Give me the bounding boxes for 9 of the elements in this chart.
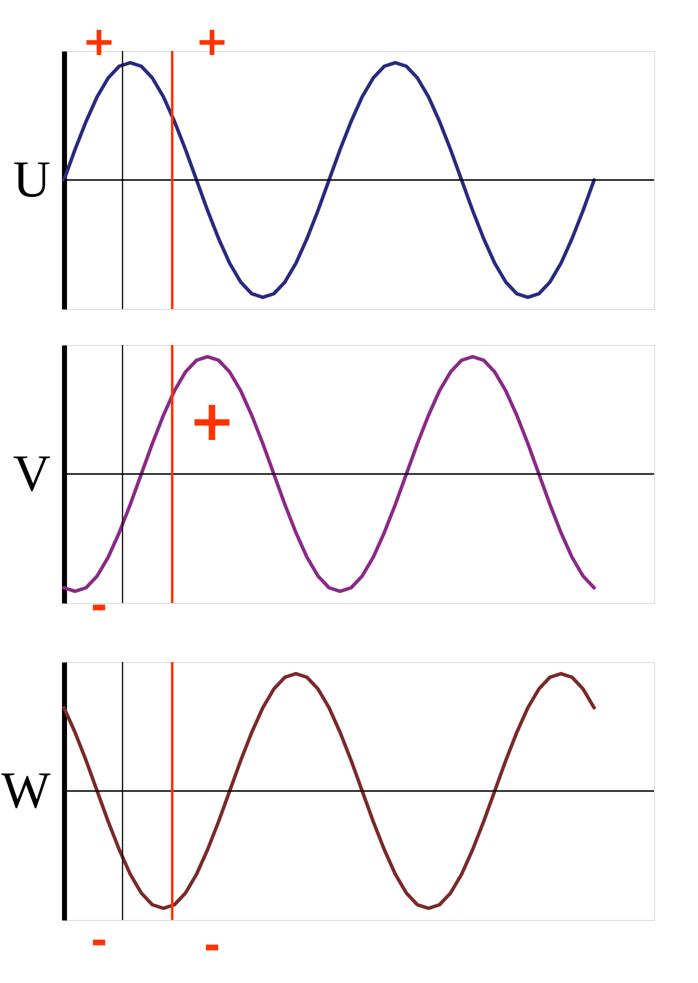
annotation: + [188, 389, 236, 454]
text: - [204, 923, 220, 969]
annotation: + [195, 19, 229, 65]
annotation: - [90, 583, 108, 629]
y-axis-title: W [1, 762, 50, 820]
annotation: + [82, 19, 116, 65]
y-axis-title: U [12, 152, 50, 208]
y-axis-title: V [12, 446, 50, 502]
text: - [90, 918, 108, 964]
